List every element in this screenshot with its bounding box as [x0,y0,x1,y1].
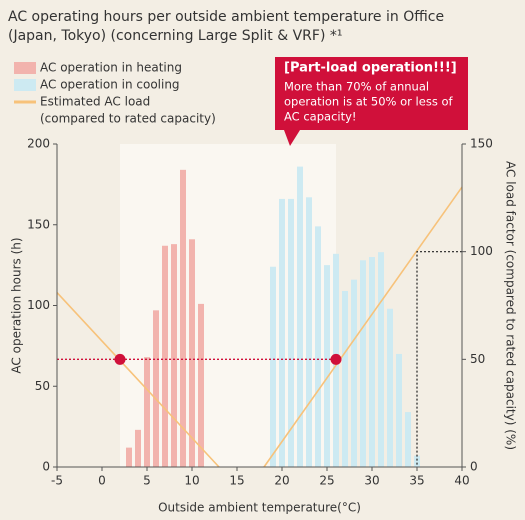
bar [414,455,420,467]
annotation-title: [Part-load operation!!!] [284,61,457,76]
annotation-text: operation is at 50% or less of [284,95,454,109]
x-axis-label: Outside ambient temperature(°C) [158,501,361,515]
bar [360,260,366,467]
chart-title: (Japan, Tokyo) (concerning Large Split &… [8,28,343,44]
marker [330,353,342,365]
bar [378,252,384,467]
load-line [56,292,220,468]
y2-tick-label: 100 [470,244,493,258]
legend-note: (compared to rated capacity) [40,112,216,126]
x-tick-label: 30 [364,474,379,488]
y-axis-label: AC operation hours (h) [10,237,24,373]
bar [297,166,303,468]
bar [153,310,159,467]
bar [180,169,186,467]
bar [270,266,276,467]
bar [162,245,168,467]
bar [387,308,393,467]
y-tick-label: 200 [27,137,50,151]
legend-swatch [14,79,36,91]
x-tick-label: 0 [98,474,106,488]
chart-title: AC operating hours per outside ambient t… [8,9,444,25]
bar [288,198,294,467]
bar [315,226,321,467]
y-tick-label: 150 [27,217,50,231]
bar [279,198,285,467]
marker [114,353,126,365]
bar [324,265,330,467]
y-tick-label: 0 [42,460,50,474]
annotation-text: More than 70% of annual [284,80,429,94]
x-tick-label: 20 [274,474,289,488]
x-tick-label: 25 [319,474,334,488]
x-tick-label: 10 [184,474,199,488]
y2-tick-label: 50 [470,352,485,366]
guide-line [416,251,462,467]
y2-tick-label: 150 [470,137,493,151]
x-tick-label: 15 [229,474,244,488]
bar [126,447,132,467]
bar [369,257,375,467]
bar [306,197,312,468]
bar [135,429,141,467]
annotation-text: AC capacity! [284,110,357,124]
bar [144,357,150,467]
shaded-span [120,144,336,467]
bar [351,279,357,467]
legend-label: Estimated AC load [40,95,150,109]
bar [198,303,204,467]
bar [189,239,195,467]
legend-label: AC operation in heating [40,61,182,75]
x-tick-label: 40 [454,474,469,488]
x-tick-label: 5 [143,474,151,488]
load-line [263,186,463,468]
x-tick-label: -5 [51,474,63,488]
annotation-box [275,57,468,146]
bar [342,290,348,467]
y-tick-label: 50 [35,379,50,393]
bar [396,353,402,467]
bar [405,412,411,467]
y2-axis-label: AC load factor (compared to rated capaci… [504,161,518,450]
y2-tick-label: 0 [470,460,478,474]
x-tick-label: 35 [409,474,424,488]
bar [171,244,177,467]
y-tick-label: 100 [27,298,50,312]
legend-swatch [14,62,36,74]
legend-label: AC operation in cooling [40,78,180,92]
legend-swatch [14,100,36,104]
